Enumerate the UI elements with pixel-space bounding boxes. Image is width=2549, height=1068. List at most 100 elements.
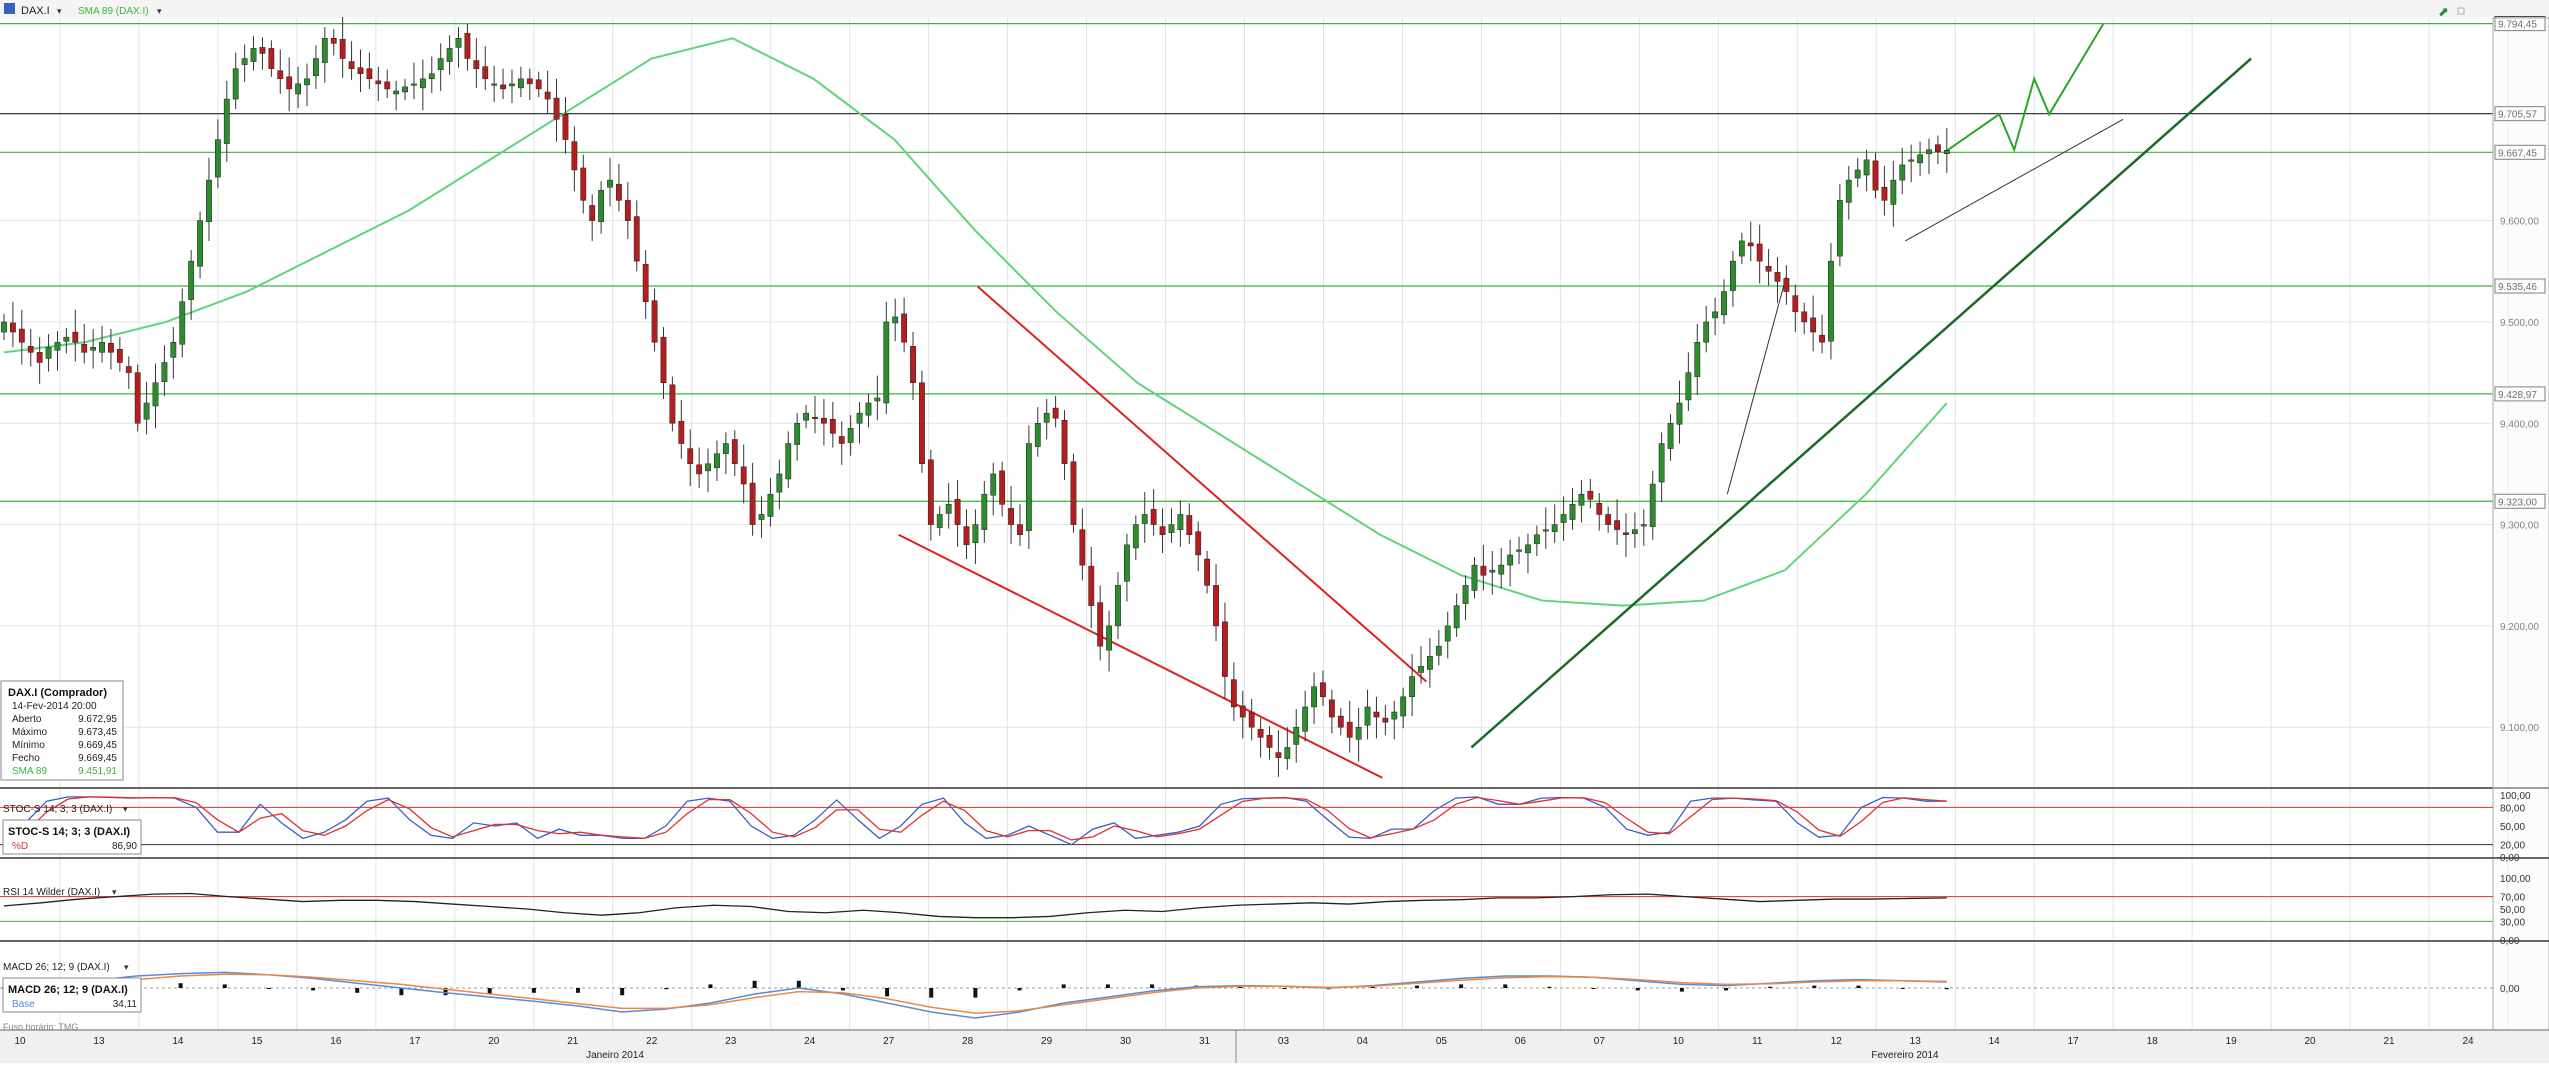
oscillator-tick: 30,00 bbox=[2500, 917, 2525, 928]
candle-up bbox=[1649, 483, 1656, 527]
macd-panel-title[interactable]: MACD 26; 12; 9 (DAX.I) bbox=[3, 962, 110, 973]
candle-down bbox=[919, 382, 925, 465]
candle-down bbox=[81, 343, 88, 353]
candle-up bbox=[188, 260, 195, 300]
candle-down bbox=[1810, 317, 1817, 333]
candle-down bbox=[1204, 558, 1211, 586]
x-tick-label: 06 bbox=[1515, 1036, 1527, 1047]
instrument-label[interactable]: DAX.I bbox=[21, 5, 50, 17]
price-axis: 9.100,00 9.200,00 9.300,00 9.400,00 9.500,00… bbox=[2492, 17, 2549, 1041]
info-label-close: Fecho bbox=[12, 753, 40, 764]
candle-down bbox=[108, 342, 114, 353]
candle-up bbox=[321, 38, 328, 63]
candle-up bbox=[1106, 625, 1112, 651]
candle-up bbox=[1043, 412, 1050, 423]
candle-up bbox=[393, 90, 400, 95]
overlay-dropdown-icon[interactable]: ▾ bbox=[157, 6, 162, 16]
macd-histogram-bar bbox=[266, 988, 271, 989]
candle-down bbox=[616, 183, 622, 201]
candle-up bbox=[1302, 706, 1309, 732]
rsi-dropdown-icon[interactable]: ▾ bbox=[112, 887, 117, 897]
oscillator-tick: 100,00 bbox=[2500, 791, 2531, 802]
candle-up bbox=[437, 58, 444, 70]
macd-histogram-bar bbox=[1017, 988, 1022, 991]
candle-down bbox=[482, 66, 489, 80]
level-tag bbox=[2494, 144, 2546, 160]
candle-down bbox=[72, 331, 79, 343]
oscillator-tick: 70,00 bbox=[2500, 893, 2525, 904]
stoch-panel-title[interactable]: STOC-S 14; 3; 3 (DAX.I) bbox=[3, 804, 112, 815]
y-tick-label: 9.100,00 bbox=[2500, 723, 2539, 734]
y-tick-label: 9.200,00 bbox=[2500, 622, 2539, 633]
candle-up bbox=[1926, 149, 1932, 155]
candle-up bbox=[170, 341, 177, 358]
candle-up bbox=[1025, 443, 1032, 531]
candle-up bbox=[1, 321, 7, 333]
info-value-sma: 9.451,91 bbox=[78, 766, 117, 777]
instrument-dropdown-icon[interactable]: ▾ bbox=[57, 6, 62, 16]
x-tick-label: 04 bbox=[1357, 1036, 1369, 1047]
y-tick-label: 9.400,00 bbox=[2500, 419, 2539, 430]
candle-up bbox=[54, 341, 61, 351]
sma-line bbox=[3, 37, 1948, 607]
rally-trend-line bbox=[1726, 276, 1787, 495]
candle-down bbox=[1008, 508, 1014, 525]
macd-histogram-bar bbox=[487, 988, 492, 994]
candle-up bbox=[1115, 585, 1121, 627]
macd-histogram-bar bbox=[1061, 984, 1066, 988]
month-label: Fevereiro 2014 bbox=[1871, 1050, 1939, 1061]
candle-up bbox=[1293, 726, 1300, 745]
level-tag-label: 9.705,57 bbox=[2498, 110, 2537, 121]
candle-up bbox=[1391, 711, 1398, 720]
draw-tool-icon[interactable]: ⬈ bbox=[2438, 4, 2449, 19]
candle-down bbox=[1230, 679, 1237, 708]
ohlc-info-box: DAX.I (Comprador) 14-Fev-2014 20:00 Aber… bbox=[0, 680, 124, 781]
macd-histogram-bar bbox=[222, 984, 227, 988]
oscillator-tick: 80,00 bbox=[2500, 803, 2525, 814]
macd-histogram-bar bbox=[1547, 986, 1552, 988]
x-tick-label: 15 bbox=[251, 1036, 263, 1047]
candle-up bbox=[865, 402, 872, 416]
window-restore-icon[interactable] bbox=[2457, 7, 2465, 15]
candle-up bbox=[455, 38, 462, 48]
candle-down bbox=[740, 466, 747, 485]
stoch-box-title: STOC-S 14; 3; 3 (DAX.I) bbox=[8, 826, 130, 838]
macd-histogram-bar bbox=[1459, 984, 1464, 988]
candle-up bbox=[491, 83, 498, 86]
rsi-panel-title[interactable]: RSI 14 Wilder (DAX.I) bbox=[3, 887, 100, 898]
macd-dropdown-icon[interactable]: ▾ bbox=[124, 962, 129, 972]
candle-up bbox=[197, 220, 203, 267]
level-tag bbox=[2494, 16, 2546, 32]
candle-up bbox=[1533, 534, 1540, 545]
candle-up bbox=[402, 86, 408, 93]
candle-up bbox=[1435, 645, 1442, 656]
oscillator-tick: 20,00 bbox=[2500, 841, 2525, 852]
info-value-low: 9.669,45 bbox=[78, 740, 117, 751]
macd-histogram-bar bbox=[796, 980, 801, 988]
candle-down bbox=[1097, 602, 1104, 647]
macd-box-value: 34,11 bbox=[113, 999, 138, 1010]
x-tick-label: 18 bbox=[2147, 1036, 2159, 1047]
macd-histogram-bar bbox=[1768, 986, 1773, 988]
oscillator-tick: 50,00 bbox=[2500, 905, 2525, 916]
candle-up bbox=[1828, 260, 1834, 342]
candle-down bbox=[1186, 515, 1193, 535]
x-tick-label: 23 bbox=[725, 1036, 737, 1047]
x-tick-label: 20 bbox=[2305, 1036, 2317, 1047]
candle-up bbox=[1400, 696, 1407, 717]
candle-down bbox=[1337, 715, 1344, 728]
level-tag-label: 9.667,45 bbox=[2498, 148, 2537, 159]
candle-up bbox=[241, 58, 248, 65]
x-tick-label: 17 bbox=[409, 1036, 421, 1047]
macd-histogram-bar bbox=[1150, 984, 1155, 988]
stoch-dropdown-icon[interactable]: ▾ bbox=[123, 804, 128, 814]
candle-up bbox=[232, 68, 239, 100]
candle-up bbox=[152, 382, 159, 407]
overlay-label[interactable]: SMA 89 (DAX.I) bbox=[78, 6, 149, 17]
candle-up bbox=[1712, 311, 1719, 319]
candle-down bbox=[910, 346, 916, 383]
candle-up bbox=[1578, 493, 1585, 506]
price-panel: 9.794,45 9.705,57 9.667,45 9.535,46 9.428,97… bbox=[0, 16, 2549, 1040]
